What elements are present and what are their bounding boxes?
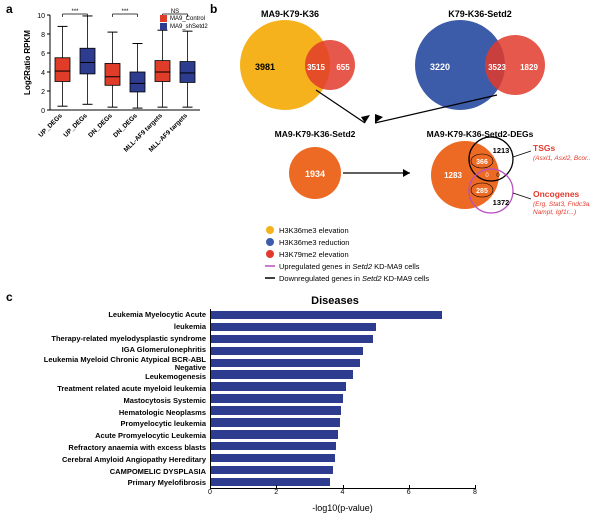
svg-text:366: 366 <box>476 159 488 166</box>
svg-text:DN_DEGs: DN_DEGs <box>87 112 114 139</box>
bar <box>211 347 363 355</box>
legend-label-control: MA9_Control <box>170 16 205 22</box>
svg-text:UP_DEGs: UP_DEGs <box>62 112 89 139</box>
svg-text:3220: 3220 <box>430 62 450 72</box>
svg-text:***: *** <box>71 9 79 15</box>
svg-text:(Asxl1, Asxl2, Bcor...): (Asxl1, Asxl2, Bcor...) <box>533 155 590 162</box>
svg-text:285: 285 <box>476 188 488 195</box>
svg-text:(Erg, Stat3, Fndc3a,: (Erg, Stat3, Fndc3a, <box>533 201 590 208</box>
bar <box>211 382 346 390</box>
svg-text:1283: 1283 <box>444 171 462 180</box>
panel-c-label: c <box>6 290 13 304</box>
bar <box>211 394 343 402</box>
svg-text:Upregulated genes in Setd2 KD-: Upregulated genes in Setd2 KD-MA9 cells <box>279 262 420 271</box>
bar <box>211 466 333 474</box>
panel-c-barchart: Diseases Leukemia Myelocytic Acuteleukem… <box>15 295 475 510</box>
svg-text:MA9-K79-K36-Setd2: MA9-K79-K36-Setd2 <box>275 129 356 139</box>
svg-text:0: 0 <box>41 108 45 115</box>
bar <box>211 311 442 319</box>
svg-text:MA9-K79-K36: MA9-K79-K36 <box>261 9 319 19</box>
bar <box>211 478 330 486</box>
svg-text:8: 8 <box>41 32 45 39</box>
bar-label: Acute Promyelocytic Leukemia <box>15 430 210 442</box>
panel-c-xlabel: -log10(p-value) <box>210 503 475 513</box>
bar-label: Leukemia Myeloid Chronic Atypical BCR-AB… <box>15 356 210 371</box>
svg-text:4: 4 <box>41 70 45 77</box>
bar <box>211 370 353 378</box>
legend-swatch-control <box>160 15 167 22</box>
svg-text:3523: 3523 <box>488 63 506 72</box>
bar <box>211 406 341 414</box>
panel-c-bars <box>210 309 475 489</box>
svg-text:MA9-K79-K36-Setd2-DEGs: MA9-K79-K36-Setd2-DEGs <box>427 129 534 139</box>
bar-label: CAMPOMELIC DYSPLASIA <box>15 465 210 477</box>
panel-c-title: Diseases <box>195 295 475 307</box>
bar <box>211 430 338 438</box>
panel-a-boxplot: 0246810Log2Ratio RPKM******NSUP_DEGsUP_D… <box>20 5 205 160</box>
bar-label: leukemia <box>15 321 210 333</box>
bar-label: Leukemia Myelocytic Acute <box>15 309 210 321</box>
svg-text:***: *** <box>121 9 129 15</box>
bar-label: Cerebral Amyloid Angiopathy Hereditary <box>15 454 210 466</box>
panel-a-legend: MA9_Control MA9_shSetd2 <box>160 15 208 31</box>
svg-text:1829: 1829 <box>520 63 538 72</box>
bar <box>211 418 340 426</box>
bar-label: Hematologic Neoplasms <box>15 406 210 418</box>
svg-text:10: 10 <box>37 13 45 20</box>
bar-label: Treatment related acute myeloid leukemia <box>15 383 210 395</box>
bar-label: Refractory anaemia with excess blasts <box>15 442 210 454</box>
bar-label: Mastocytosis Systemic <box>15 395 210 407</box>
bar-label: Primary Myelofibrosis <box>15 477 210 489</box>
legend-label-shsetd2: MA9_shSetd2 <box>170 24 208 30</box>
svg-text:6: 6 <box>41 51 45 58</box>
panel-c-ylabels: Leukemia Myelocytic AcuteleukemiaTherapy… <box>15 309 210 489</box>
panel-c-xticks: 02468 <box>210 489 475 501</box>
svg-text:H3K36me3 reduction: H3K36me3 reduction <box>279 238 349 247</box>
bar <box>211 323 376 331</box>
svg-text:Nampt, Igf1r...): Nampt, Igf1r...) <box>533 209 576 216</box>
svg-text:Oncogenes: Oncogenes <box>533 189 580 199</box>
svg-text:K79-K36-Setd2: K79-K36-Setd2 <box>448 9 512 19</box>
svg-text:1213: 1213 <box>493 146 510 155</box>
bar <box>211 359 360 367</box>
svg-text:H3K79me2 elevation: H3K79me2 elevation <box>279 250 349 259</box>
svg-text:H3K36me3 elevation: H3K36me3 elevation <box>279 226 349 235</box>
svg-text:Downregulated genes in Setd2 K: Downregulated genes in Setd2 KD-MA9 cell… <box>279 274 429 283</box>
svg-text:2: 2 <box>41 89 45 96</box>
svg-text:3981: 3981 <box>255 62 275 72</box>
bar-label: Leukemogenesis <box>15 371 210 383</box>
svg-text:1934: 1934 <box>305 169 325 179</box>
svg-text:1372: 1372 <box>493 198 510 207</box>
panel-b-venn: MA9-K79-K36 3981 3515 655 K79-K36-Setd2 3220 3… <box>215 5 590 285</box>
bar-label: Promyelocytic leukemia <box>15 418 210 430</box>
bar <box>211 335 373 343</box>
svg-text:Log2Ratio RPKM: Log2Ratio RPKM <box>23 30 32 95</box>
bar <box>211 442 336 450</box>
svg-text:3515: 3515 <box>307 63 325 72</box>
bar-label: Therapy-related myelodysplastic syndrome <box>15 333 210 345</box>
svg-text:UP_DEGs: UP_DEGs <box>37 112 64 139</box>
legend-swatch-shsetd2 <box>160 23 167 30</box>
bar <box>211 454 335 462</box>
panel-a-label: a <box>6 2 13 16</box>
svg-text:TSGs: TSGs <box>533 143 555 153</box>
svg-text:655: 655 <box>336 63 350 72</box>
svg-text:0: 0 <box>496 173 500 179</box>
